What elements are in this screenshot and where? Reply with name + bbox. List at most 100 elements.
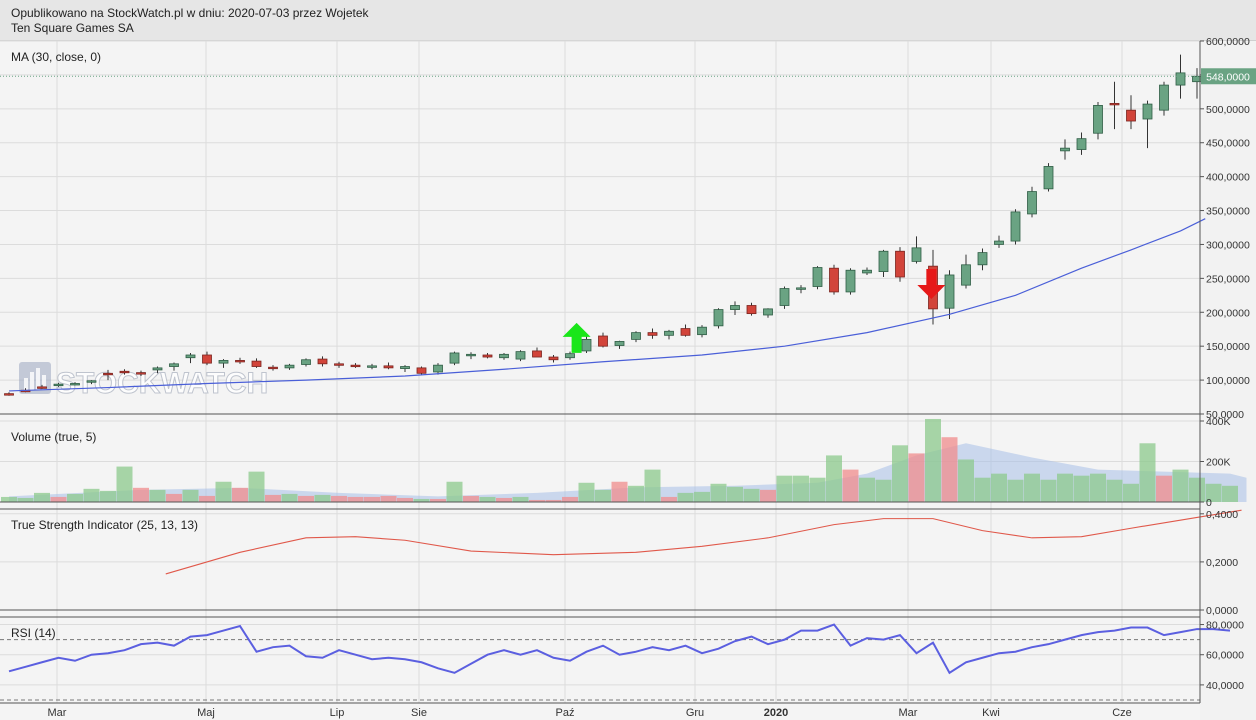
candle-body xyxy=(383,365,394,369)
y-axis-label: 500,0000 xyxy=(1206,104,1250,116)
candle-body xyxy=(1093,105,1103,134)
volume-bar xyxy=(182,489,199,502)
candle-body xyxy=(647,332,658,336)
volume-bar xyxy=(199,495,215,502)
volume-bar xyxy=(314,494,331,502)
watermark: STOCKWATCH xyxy=(19,362,269,401)
volume-bar xyxy=(595,489,611,502)
sell-signal-arrow-icon xyxy=(917,269,946,300)
volume-bar xyxy=(1106,479,1123,502)
candle-body xyxy=(367,365,377,368)
volume-bar xyxy=(496,497,512,502)
candle-body xyxy=(152,367,163,371)
candle-body xyxy=(416,367,427,374)
volume-bar xyxy=(248,471,265,502)
volume-bar xyxy=(1073,475,1090,502)
volume-bar xyxy=(545,499,562,502)
volume-bar xyxy=(677,492,694,502)
y-axis-label: 350,0000 xyxy=(1206,206,1250,218)
volume-bar xyxy=(826,455,842,502)
candle-body xyxy=(466,353,476,357)
volume-bar xyxy=(215,481,232,502)
x-axis-label: Cze xyxy=(1112,707,1132,719)
last-price-label: 548,0000 xyxy=(1206,71,1250,83)
volume-bar xyxy=(149,489,166,502)
volume-bar xyxy=(298,495,314,502)
candle-body xyxy=(1126,109,1136,122)
x-axis-label: Lip xyxy=(330,707,345,719)
volume-bar xyxy=(430,498,446,502)
volume-bar xyxy=(892,445,908,502)
candle-body xyxy=(37,386,47,389)
volume-bar xyxy=(760,489,776,502)
volume-bar xyxy=(50,496,67,502)
y-axis-label: 60,0000 xyxy=(1206,650,1244,662)
volume-bar xyxy=(463,495,479,502)
candle-body xyxy=(862,269,872,274)
volume-bar xyxy=(17,497,34,502)
panel-title: MA (30, close, 0) xyxy=(11,50,101,64)
volume-bar xyxy=(727,486,743,502)
candle-body xyxy=(235,360,245,363)
candle-body xyxy=(1142,103,1153,120)
candle-body xyxy=(317,358,328,365)
candle-body xyxy=(350,364,361,368)
candle-body xyxy=(70,383,80,386)
candle-body xyxy=(581,338,592,352)
y-axis-label: 0,2000 xyxy=(1206,557,1238,569)
volume-bar xyxy=(413,498,430,502)
volume-bar xyxy=(694,491,710,502)
candle-body xyxy=(86,380,97,383)
watermark-logo-icon xyxy=(19,362,51,394)
candle-body xyxy=(614,341,625,346)
rsi-line xyxy=(8,623,1231,675)
panel-title: Volume (true, 5) xyxy=(11,430,96,444)
x-axis-label: Gru xyxy=(686,707,704,719)
volume-bar xyxy=(842,469,859,502)
volume-bar xyxy=(809,477,826,502)
x-axis-label: Maj xyxy=(197,707,215,719)
candle-body xyxy=(779,288,790,306)
x-axis-label: Mar xyxy=(899,707,918,719)
candle-body xyxy=(202,354,212,364)
candle-body xyxy=(796,287,806,290)
y-axis-label: 50,0000 xyxy=(1206,409,1244,421)
volume-bar xyxy=(644,469,661,502)
volume-bar xyxy=(958,459,974,502)
y-axis-label: 0,4000 xyxy=(1206,509,1238,521)
x-axis-label: Paź xyxy=(556,707,575,719)
y-axis-label: 300,0000 xyxy=(1206,239,1250,251)
ma30-line xyxy=(8,218,1206,392)
candle-body xyxy=(499,353,509,359)
candle-body xyxy=(400,366,410,369)
candle-body xyxy=(449,352,460,364)
chart-header: Opublikowano na StockWatch.pl w dniu: 20… xyxy=(0,0,1256,41)
candle-body xyxy=(1010,211,1021,242)
volume-bar xyxy=(562,496,578,502)
tsi-line xyxy=(165,509,1242,575)
y-axis-label: 100,0000 xyxy=(1206,375,1250,387)
candle-body xyxy=(4,393,14,396)
volume-bar xyxy=(661,496,677,502)
volume-bar xyxy=(512,496,529,502)
volume-bar xyxy=(380,495,397,502)
volume-bar xyxy=(83,488,100,502)
candle-body xyxy=(713,309,724,327)
candle-body xyxy=(697,326,707,336)
volume-bar xyxy=(1172,469,1189,502)
candle-body xyxy=(680,328,691,336)
volume-bar xyxy=(743,488,760,502)
volume-bar xyxy=(232,487,248,502)
volume-bar xyxy=(347,496,364,502)
candle-body xyxy=(565,353,575,359)
candle-body xyxy=(268,366,278,370)
volume-bar xyxy=(364,496,380,502)
volume-bar xyxy=(446,481,463,502)
volume-bar xyxy=(116,466,133,502)
volume-bar xyxy=(529,499,545,502)
volume-bar xyxy=(1024,473,1040,502)
candle-body xyxy=(664,330,674,336)
volume-bar xyxy=(974,477,991,502)
published-info: Opublikowano na StockWatch.pl w dniu: 20… xyxy=(11,6,369,20)
